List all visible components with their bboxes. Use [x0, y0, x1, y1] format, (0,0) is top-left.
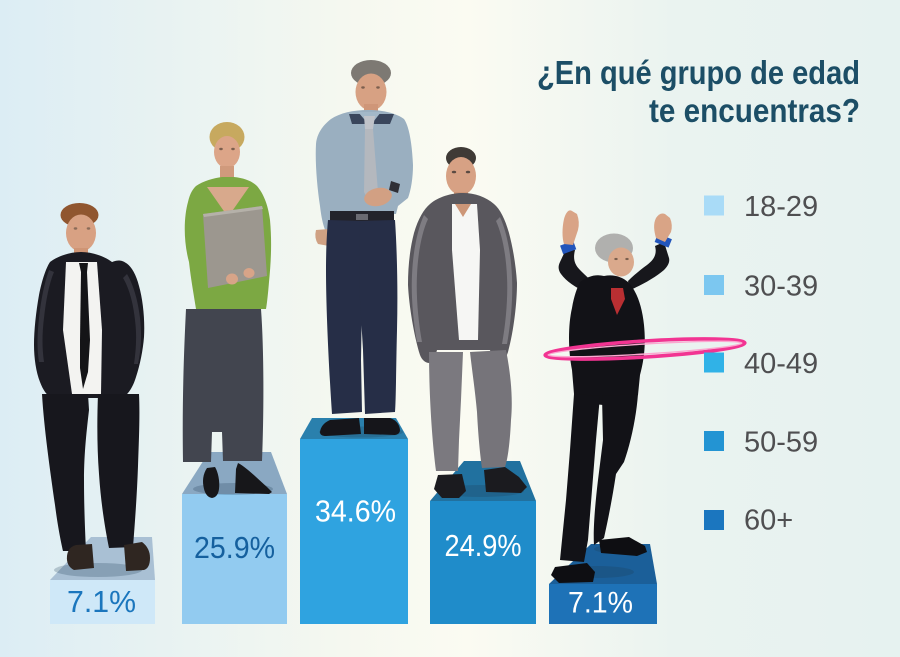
- svg-text:te encuentras?: te encuentras?: [649, 92, 860, 129]
- svg-text:7.1%: 7.1%: [568, 587, 633, 620]
- svg-text:34.6%: 34.6%: [315, 495, 396, 529]
- svg-text:50-59: 50-59: [744, 427, 818, 459]
- svg-text:¿En qué grupo de edad: ¿En qué grupo de edad: [537, 54, 860, 91]
- svg-text:40-49: 40-49: [744, 348, 818, 380]
- svg-text:60+: 60+: [744, 505, 793, 537]
- svg-text:7.1%: 7.1%: [67, 585, 136, 619]
- svg-text:25.9%: 25.9%: [194, 531, 275, 565]
- svg-text:30-39: 30-39: [744, 271, 818, 303]
- svg-text:18-29: 18-29: [744, 191, 818, 223]
- svg-text:24.9%: 24.9%: [445, 529, 522, 563]
